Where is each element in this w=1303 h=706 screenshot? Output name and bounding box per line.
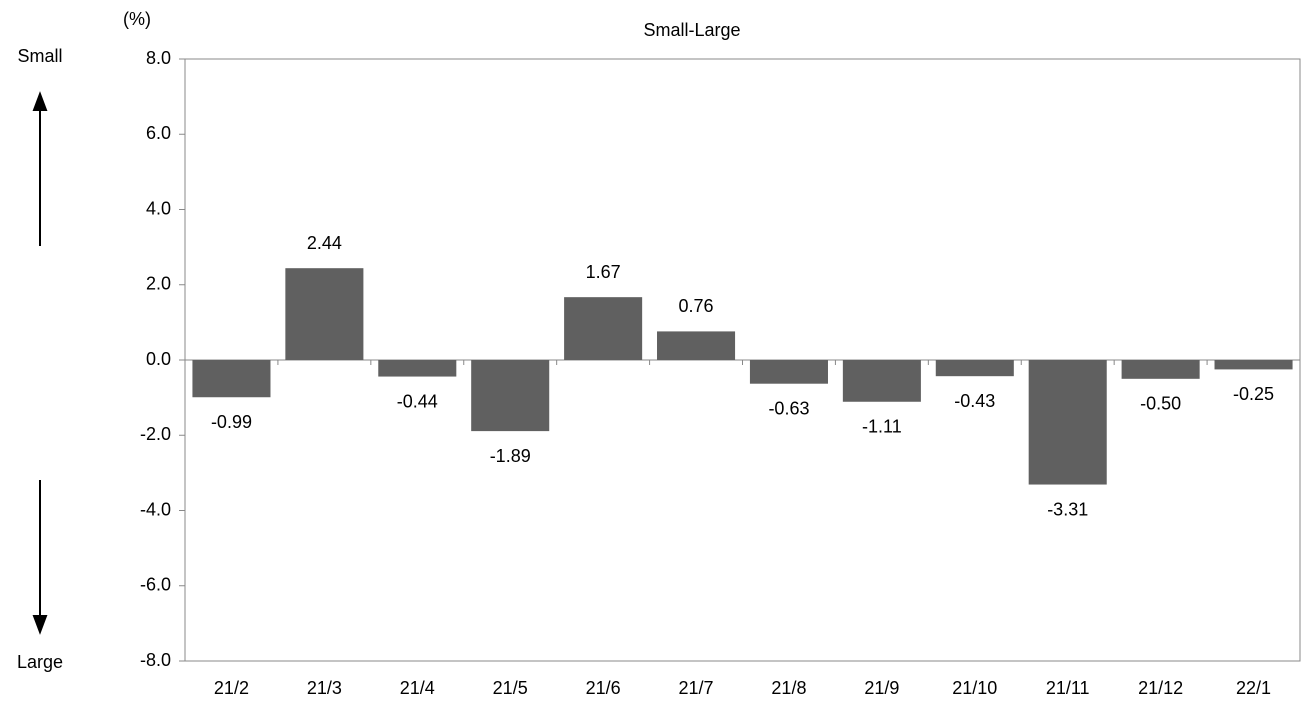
x-tick-label: 21/2 bbox=[214, 678, 249, 698]
bar bbox=[657, 331, 736, 360]
bar bbox=[1121, 360, 1200, 379]
value-label: -0.63 bbox=[768, 398, 809, 418]
x-tick-label: 22/1 bbox=[1236, 678, 1271, 698]
y-tick-label: -6.0 bbox=[140, 575, 171, 595]
arrow-head bbox=[32, 91, 48, 111]
x-tick-label: 21/12 bbox=[1138, 678, 1183, 698]
x-tick-label: 21/7 bbox=[679, 678, 714, 698]
y-tick-label: 6.0 bbox=[146, 123, 171, 143]
x-tick-label: 21/10 bbox=[952, 678, 997, 698]
x-tick-label: 21/9 bbox=[864, 678, 899, 698]
value-label: 0.76 bbox=[679, 296, 714, 316]
value-label: -0.43 bbox=[954, 391, 995, 411]
x-tick-label: 21/4 bbox=[400, 678, 435, 698]
bar bbox=[471, 360, 550, 432]
value-label: -3.31 bbox=[1047, 499, 1088, 519]
arrows bbox=[32, 91, 48, 635]
value-label: 1.67 bbox=[586, 262, 621, 282]
x-tick-label: 21/3 bbox=[307, 678, 342, 698]
bar bbox=[1214, 360, 1293, 370]
bar bbox=[842, 360, 921, 402]
y-tick-label: -4.0 bbox=[140, 499, 171, 519]
chart-title: Small-Large bbox=[643, 20, 740, 40]
x-tick-label: 21/11 bbox=[1046, 678, 1090, 698]
value-label: -0.25 bbox=[1233, 384, 1274, 404]
small-label: Small bbox=[17, 46, 62, 66]
bar bbox=[564, 297, 643, 360]
value-label: -0.44 bbox=[397, 391, 438, 411]
bar bbox=[192, 360, 271, 398]
x-tick-label: 21/5 bbox=[493, 678, 528, 698]
y-tick-label: -8.0 bbox=[140, 650, 171, 670]
value-label: -1.89 bbox=[490, 446, 531, 466]
bar bbox=[935, 360, 1014, 377]
bar bbox=[285, 268, 364, 360]
value-label: -0.99 bbox=[211, 412, 252, 432]
y-tick-label: 0.0 bbox=[146, 349, 171, 369]
y-tick-label: 4.0 bbox=[146, 198, 171, 218]
y-tick-label: 2.0 bbox=[146, 274, 171, 294]
arrow-head bbox=[32, 615, 48, 635]
y-tick-label: -2.0 bbox=[140, 424, 171, 444]
value-label: 2.44 bbox=[307, 233, 342, 253]
value-label: -0.50 bbox=[1140, 394, 1181, 414]
large-label: Large bbox=[17, 652, 63, 672]
x-tick-label: 21/8 bbox=[771, 678, 806, 698]
bar bbox=[378, 360, 457, 377]
value-label: -1.11 bbox=[862, 417, 902, 437]
y-tick-label: 8.0 bbox=[146, 48, 171, 68]
bar bbox=[1028, 360, 1107, 485]
unit-label: (%) bbox=[123, 9, 151, 29]
x-tick-label: 21/6 bbox=[586, 678, 621, 698]
bar bbox=[749, 360, 828, 384]
